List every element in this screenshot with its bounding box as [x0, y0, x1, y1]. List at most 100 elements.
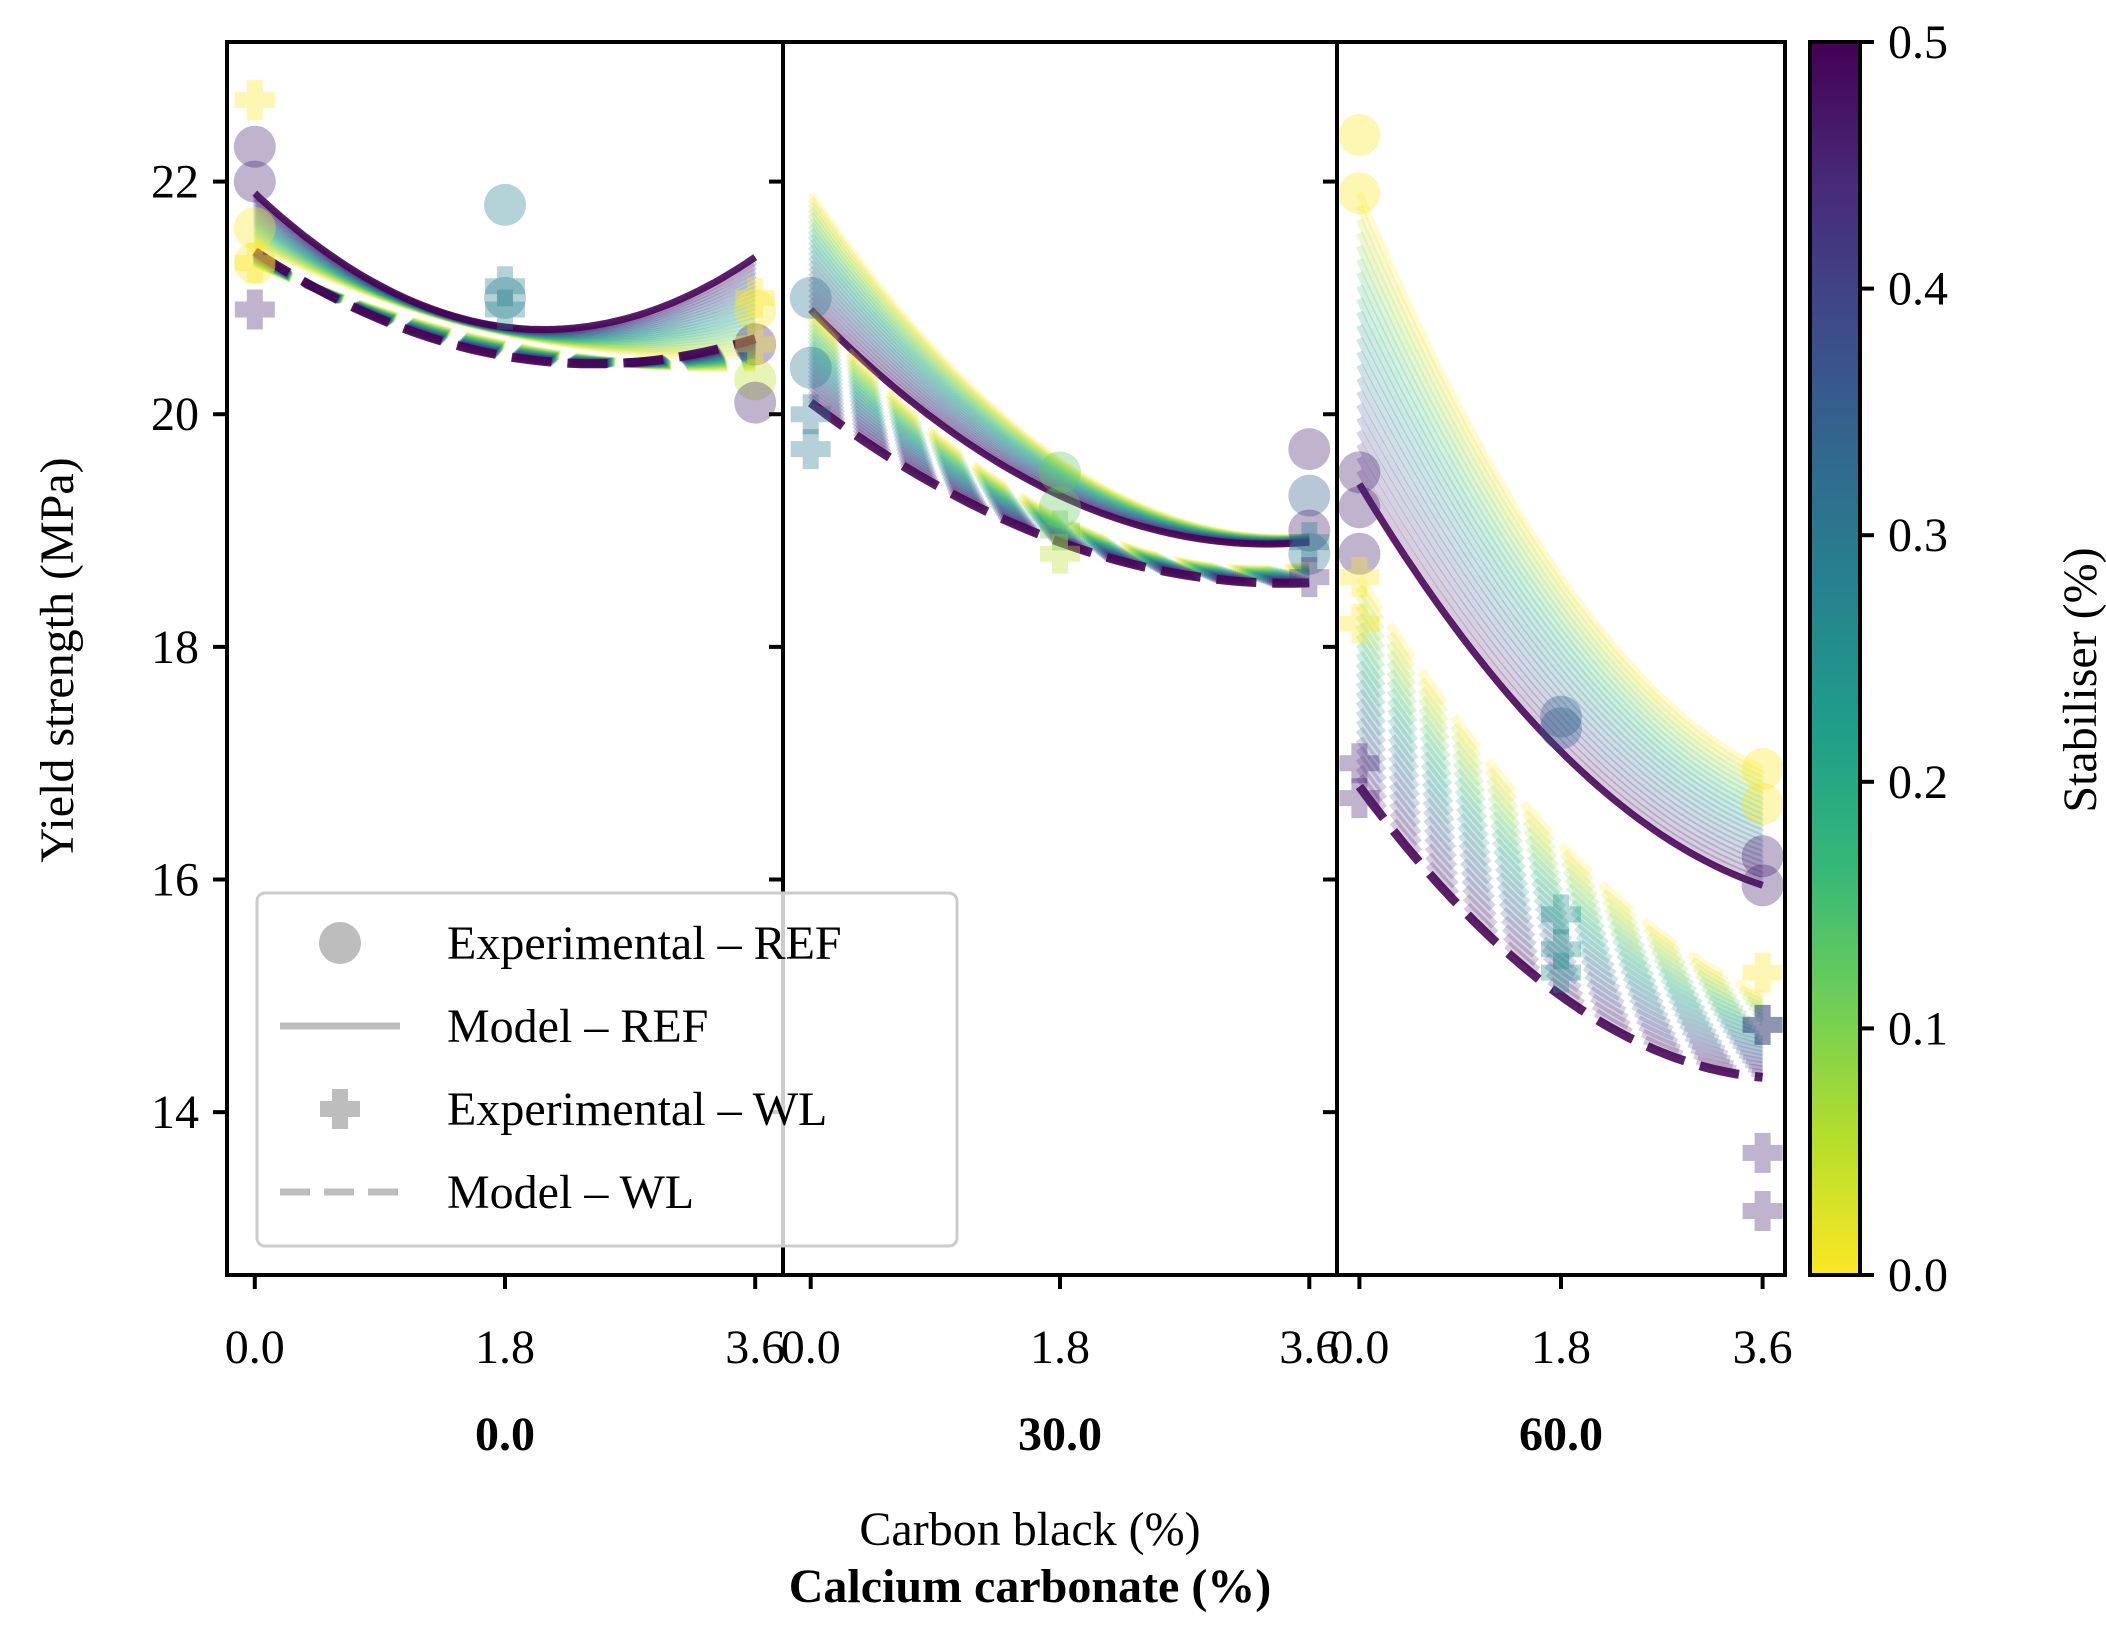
legend-label: Experimental – WL [447, 1083, 827, 1136]
y-tick-label: 20 [151, 388, 199, 441]
model-model_wl-curve [1355, 574, 1765, 1000]
exp-ref-point [1338, 451, 1381, 494]
model-model_wl-curve [807, 344, 1310, 580]
model-model_ref-curve [1356, 218, 1765, 783]
panel-30.0 [789, 191, 1331, 598]
model-model_wl-band [1355, 574, 1765, 1082]
panels-layer [233, 80, 1784, 1232]
exp-ref-point [484, 183, 526, 226]
model-model_wl-curve [1355, 631, 1765, 1023]
model-model_wl-curve [1355, 774, 1764, 1079]
model-model_wl-curve [1355, 669, 1764, 1038]
model-model_ref-curve [807, 207, 1310, 542]
model-model_wl-curve [807, 327, 1310, 577]
model-model_ref-curve [253, 230, 756, 348]
model-model_ref-curve [807, 196, 1310, 542]
exp-wl-point [1289, 522, 1330, 563]
exp-wl-point [234, 80, 275, 121]
exp-ref-point [233, 207, 276, 250]
model-model_ref-curve [1356, 257, 1765, 799]
model-model_ref-curve [807, 217, 1310, 543]
exp-ref-point [1338, 172, 1381, 215]
model-model_ref-curve [1356, 416, 1764, 863]
model-model_ref-curve [1356, 271, 1765, 804]
model-model_wl-curve [1355, 688, 1764, 1045]
model-model_ref-curve [807, 222, 1310, 543]
model-model_wl-curve [807, 361, 1310, 582]
model-model_wl-curve [1355, 764, 1764, 1075]
x-tick-label: 1.8 [1531, 1321, 1591, 1374]
exp-ref-point [1288, 509, 1331, 552]
model-model_ref-curve-max [808, 307, 1310, 548]
exp-wl-point [1040, 510, 1080, 551]
model-model_ref-band [1356, 191, 1765, 889]
exp-ref-point [1338, 114, 1381, 157]
group-label-0.0: 0.0 [475, 1408, 535, 1461]
exp-wl-point [790, 394, 831, 435]
exp-ref-point [734, 323, 777, 366]
exp-wl-point [1742, 1004, 1783, 1045]
model-model_ref-curve [807, 249, 1310, 545]
exp-ref-point [1540, 695, 1582, 738]
model-model_ref-curve [252, 223, 757, 344]
model-model_ref-curve [1356, 284, 1765, 810]
colorbar-tick-label: 0.1 [1888, 1002, 1948, 1055]
model-model_wl-curve [1355, 612, 1765, 1015]
model-model_wl-curve-max [1355, 783, 1764, 1082]
model-model_ref-curve [808, 259, 1310, 545]
model-model_ref-curve [1356, 363, 1764, 841]
y-tick-label: 18 [151, 621, 199, 674]
exp-wl-point [234, 289, 275, 330]
model-model_wl-curve [1355, 698, 1764, 1049]
exp-wl-point [485, 266, 525, 307]
model-model_ref-curve [1356, 350, 1764, 836]
model-model_wl-curve [1355, 660, 1764, 1034]
exp-ref-point [1039, 486, 1081, 529]
model-model_wl-curve [252, 248, 757, 368]
model-model_wl-curve [1355, 736, 1764, 1064]
model-model_ref-curve [1356, 429, 1764, 868]
model-model_ref-curve-max [1356, 482, 1764, 889]
model-model_wl-curve [807, 340, 1310, 579]
model-model_wl-curve [1355, 679, 1764, 1041]
model-model_wl-curve [252, 250, 757, 368]
x-tick-label: 0.0 [225, 1321, 285, 1374]
exp-ref-point [1741, 782, 1784, 825]
exp-wl-point [234, 243, 275, 284]
model-model_ref-curve-max [252, 190, 758, 334]
exp-wl-point [1541, 929, 1581, 970]
legend-box [255, 891, 959, 1248]
exp-wl-point [1339, 603, 1380, 644]
exp-ref-point [734, 381, 777, 424]
model-model_wl-curve [1355, 755, 1764, 1071]
colorbar-tick-label: 0.0 [1888, 1249, 1948, 1302]
exp-ref-point [233, 125, 276, 168]
model-model_ref-curve [1356, 389, 1764, 852]
exp-wl-point [1541, 894, 1581, 935]
model-model_ref-curve [807, 191, 1310, 541]
model-model_ref-curve [1356, 205, 1765, 778]
colorbar-tick-label: 0.5 [1888, 16, 1948, 69]
exp-wl-point [1289, 557, 1330, 598]
exp-ref-point [1741, 748, 1784, 791]
panel-60.0 [1338, 114, 1784, 1232]
model-model_ref-curve [1356, 455, 1764, 879]
exp-wl-point [735, 277, 776, 318]
exp-ref-point [1288, 532, 1331, 575]
exp-wl-point [1040, 533, 1080, 574]
model-model_ref-curve [1356, 376, 1764, 847]
model-model_wl-curve [807, 310, 1310, 575]
model-model_wl-curve [1355, 745, 1764, 1067]
exp-ref-point [1338, 486, 1381, 529]
model-model_wl-curve [252, 250, 757, 368]
exp-ref-point [233, 242, 276, 285]
y-tick-label: 16 [151, 854, 199, 907]
exp-wl-point [1339, 743, 1380, 784]
model-model_wl-curve [807, 306, 1310, 574]
model-model_ref-band [252, 190, 758, 361]
model-model_ref-curve [807, 201, 1310, 542]
axes-layer: 0.0 1.8 3.60.00.0 1.8 3.630.00.0 1.8 3.660.014… [151, 40, 1793, 1461]
model-model_wl-curve [807, 352, 1310, 581]
y-tick-label: 22 [151, 156, 199, 209]
exp-ref-point [1039, 451, 1081, 494]
